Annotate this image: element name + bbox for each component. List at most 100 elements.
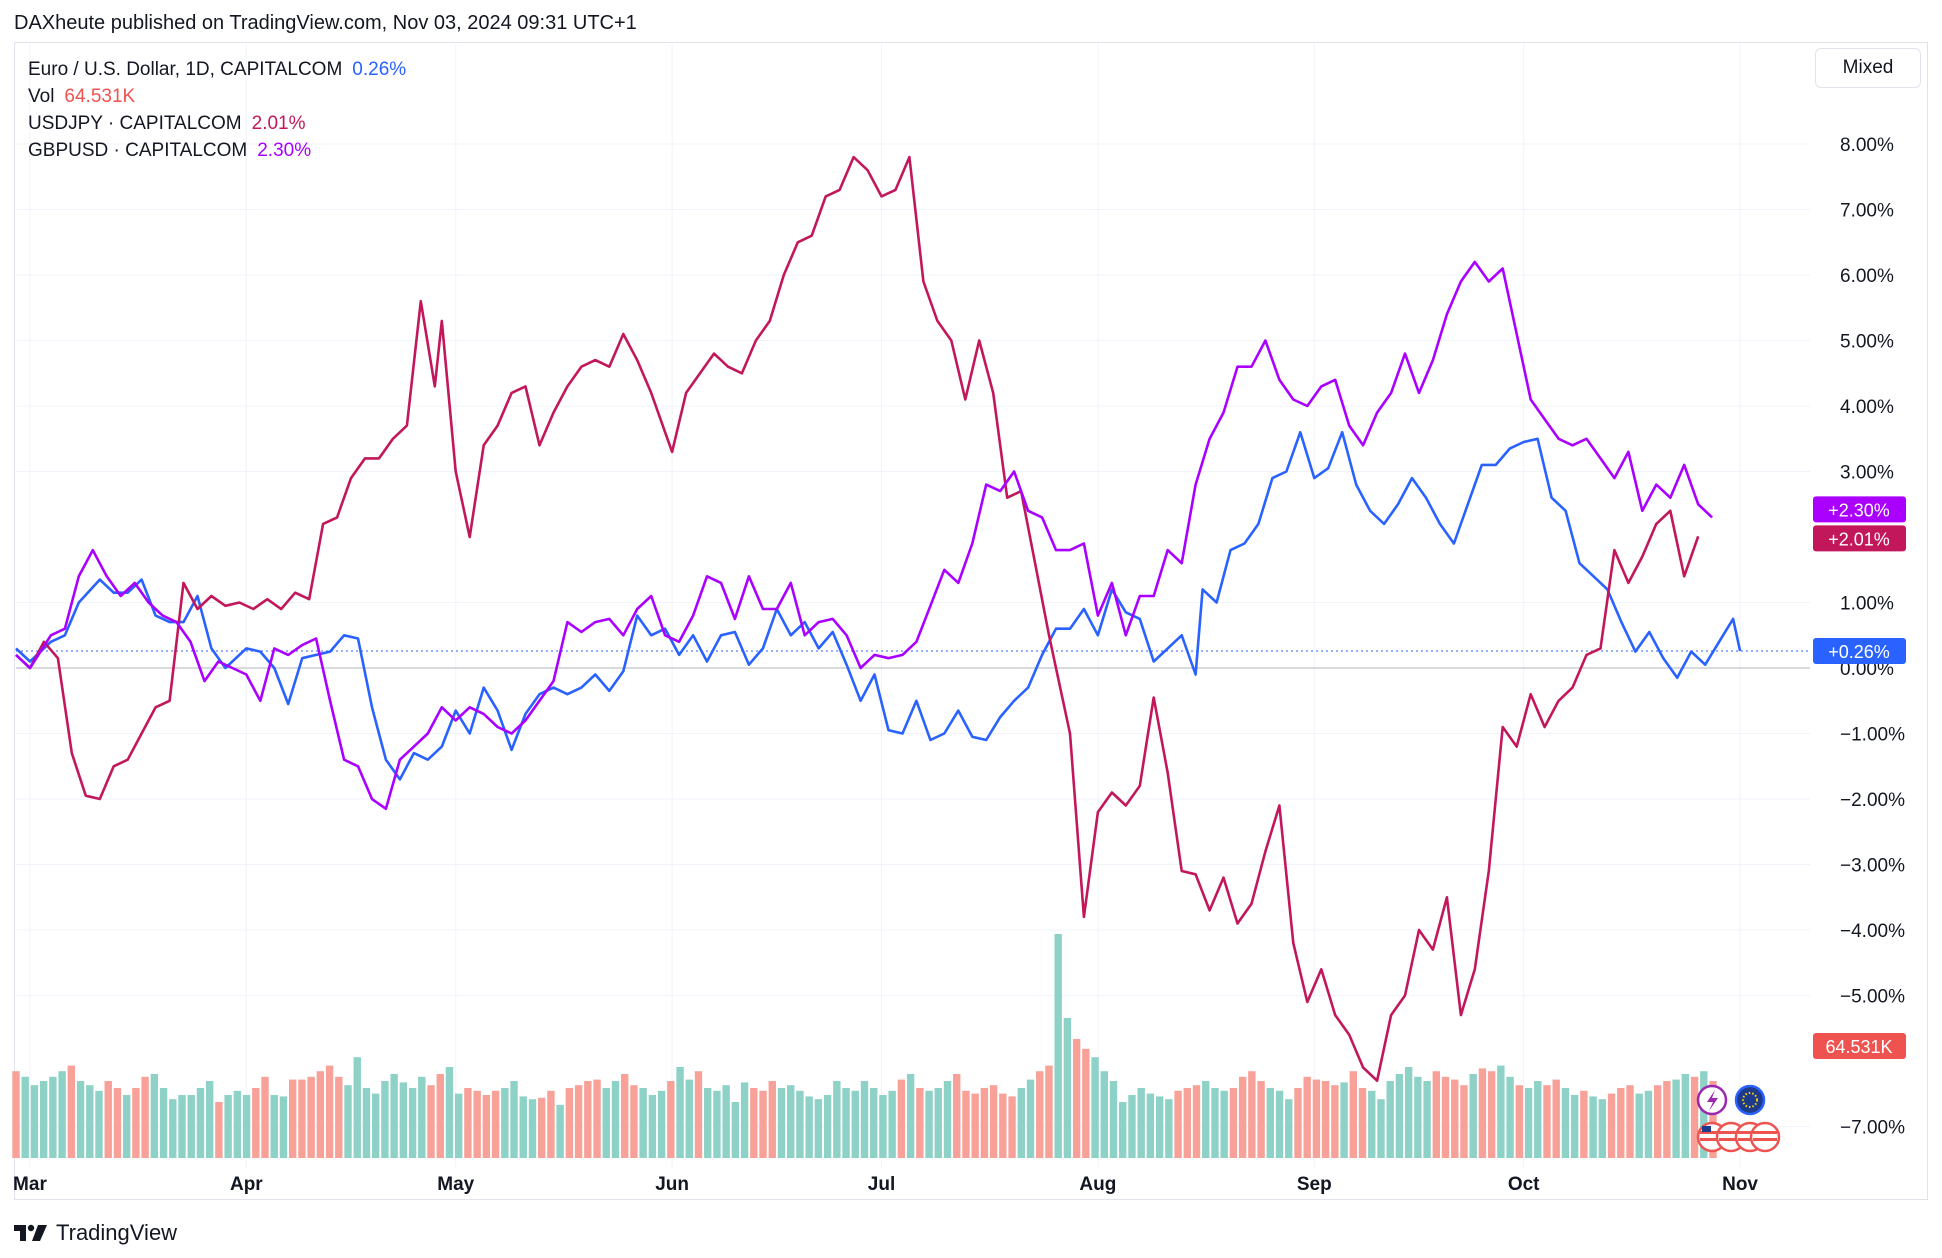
volume-bar: [141, 1076, 149, 1158]
volume-bar: [796, 1090, 804, 1158]
scale-mode-button[interactable]: Mixed: [1815, 48, 1921, 88]
volume-bar: [1146, 1093, 1155, 1158]
volume-bar: [1109, 1081, 1118, 1158]
volume-bar: [344, 1085, 352, 1158]
series-line-usdjpy[interactable]: [15, 155, 1700, 1082]
volume-bar: [95, 1090, 103, 1158]
volume-bar: [1017, 1088, 1025, 1158]
volume-bar: [1211, 1088, 1219, 1158]
time-scale[interactable]: Mar Apr May Jun Jul Aug Sep Oct Nov: [13, 1174, 1758, 1195]
volume-bar: [916, 1088, 924, 1158]
volume-bar: [768, 1081, 776, 1158]
volume-bar: [67, 1065, 76, 1158]
volume-bar: [187, 1095, 195, 1158]
volume-bar: [999, 1093, 1007, 1158]
legend-label-eurusd: Euro / U.S. Dollar, 1D, CAPITALCOM: [28, 59, 343, 80]
volume-bar: [1377, 1099, 1385, 1158]
footer-brand[interactable]: TradingView: [14, 1220, 177, 1246]
volume-bar: [1220, 1090, 1228, 1158]
volume-bar: [694, 1071, 703, 1158]
x-tick-label: Nov: [1722, 1174, 1758, 1195]
x-tick-label: Sep: [1297, 1174, 1332, 1195]
volume-bar: [879, 1095, 887, 1158]
volume-bar: [851, 1090, 859, 1158]
volume-bar: [21, 1076, 29, 1158]
volume-bar: [1460, 1085, 1468, 1158]
y-tick-label: −7.00%: [1840, 1118, 1905, 1139]
volume-bar: [1257, 1081, 1265, 1158]
volume-bar: [888, 1090, 896, 1158]
series-line-eurusd[interactable]: [15, 430, 1742, 781]
economic-events[interactable]: [1696, 1084, 1781, 1153]
volume-bar: [1524, 1088, 1533, 1158]
volume-bar: [593, 1079, 601, 1158]
volume-bar: [648, 1095, 657, 1158]
volume-histogram: [12, 934, 1717, 1158]
volume-bar: [906, 1074, 915, 1158]
volume-bar: [1561, 1088, 1570, 1158]
volume-bar: [1275, 1090, 1284, 1158]
volume-bar: [1395, 1074, 1404, 1158]
volume-bar: [1183, 1088, 1191, 1158]
volume-bar: [777, 1088, 786, 1158]
volume-bar: [860, 1081, 869, 1158]
series-line-gbpusd[interactable]: [15, 260, 1713, 811]
volume-bar: [1358, 1088, 1367, 1158]
volume-bar: [1404, 1067, 1413, 1158]
price-scale[interactable]: 8.00% 7.00% 6.00% 5.00% 4.00% 3.00% 1.00% 0.00%…: [1840, 135, 1905, 1139]
volume-bar: [630, 1085, 638, 1158]
y-tick-label: −5.00%: [1840, 987, 1905, 1008]
volume-bar: [1294, 1088, 1302, 1158]
volume-bar: [1331, 1085, 1339, 1158]
volume-bar: [58, 1071, 66, 1158]
y-tick-label: −2.00%: [1840, 790, 1905, 811]
x-tick-label: Aug: [1079, 1174, 1116, 1195]
svg-text:+2.01%: +2.01%: [1828, 529, 1890, 549]
volume-bar: [667, 1081, 675, 1158]
volume-bar: [1506, 1076, 1514, 1158]
volume-bar: [750, 1088, 758, 1158]
volume-bar: [1303, 1076, 1311, 1158]
volume-bar: [1174, 1090, 1182, 1158]
volume-bar: [270, 1095, 278, 1158]
volume-bar: [814, 1099, 823, 1158]
volume-bar: [1423, 1081, 1431, 1158]
volume-bar: [833, 1081, 841, 1158]
volume-bar: [418, 1076, 426, 1158]
legend-label-usdjpy: USDJPY · CAPITALCOM: [28, 113, 242, 134]
volume-bar: [205, 1081, 214, 1158]
badge-usdjpy: +2.01%: [1813, 525, 1906, 552]
volume-bar: [1026, 1079, 1035, 1158]
volume-bar: [1644, 1090, 1653, 1158]
volume-bar: [381, 1081, 389, 1158]
volume-bar: [436, 1074, 444, 1158]
us-flag-icon[interactable]: [1749, 1121, 1781, 1153]
legend-row-gbpusd[interactable]: GBPUSD · CAPITALCOM 2.30%: [28, 137, 406, 164]
lightning-event-icon[interactable]: [1696, 1084, 1728, 1116]
legend-row-eurusd[interactable]: Euro / U.S. Dollar, 1D, CAPITALCOM 0.26%: [28, 56, 406, 83]
y-tick-label: 1.00%: [1840, 594, 1894, 615]
volume-bar: [1008, 1096, 1016, 1158]
volume-bar: [12, 1071, 20, 1158]
eu-flag-icon[interactable]: [1734, 1084, 1766, 1116]
y-tick-label: −3.00%: [1840, 856, 1905, 877]
volume-bar: [989, 1085, 998, 1158]
legend-row-volume[interactable]: Vol 64.531K: [28, 83, 406, 110]
volume-bar: [713, 1090, 721, 1158]
volume-bar: [464, 1088, 472, 1158]
volume-bar: [1441, 1076, 1450, 1158]
volume-bar: [1128, 1095, 1136, 1158]
volume-bar: [1045, 1065, 1053, 1158]
volume-bar: [1072, 1039, 1081, 1158]
volume-bar: [427, 1085, 435, 1158]
volume-bar: [934, 1088, 942, 1158]
volume-bar: [1386, 1081, 1394, 1158]
volume-bar: [353, 1057, 361, 1158]
volume-bar: [1165, 1099, 1173, 1158]
volume-bar: [1534, 1081, 1542, 1158]
legend-row-usdjpy[interactable]: USDJPY · CAPITALCOM 2.01%: [28, 110, 406, 137]
volume-bar: [307, 1076, 315, 1158]
volume-bar: [565, 1088, 574, 1158]
volume-bar: [1617, 1088, 1625, 1158]
